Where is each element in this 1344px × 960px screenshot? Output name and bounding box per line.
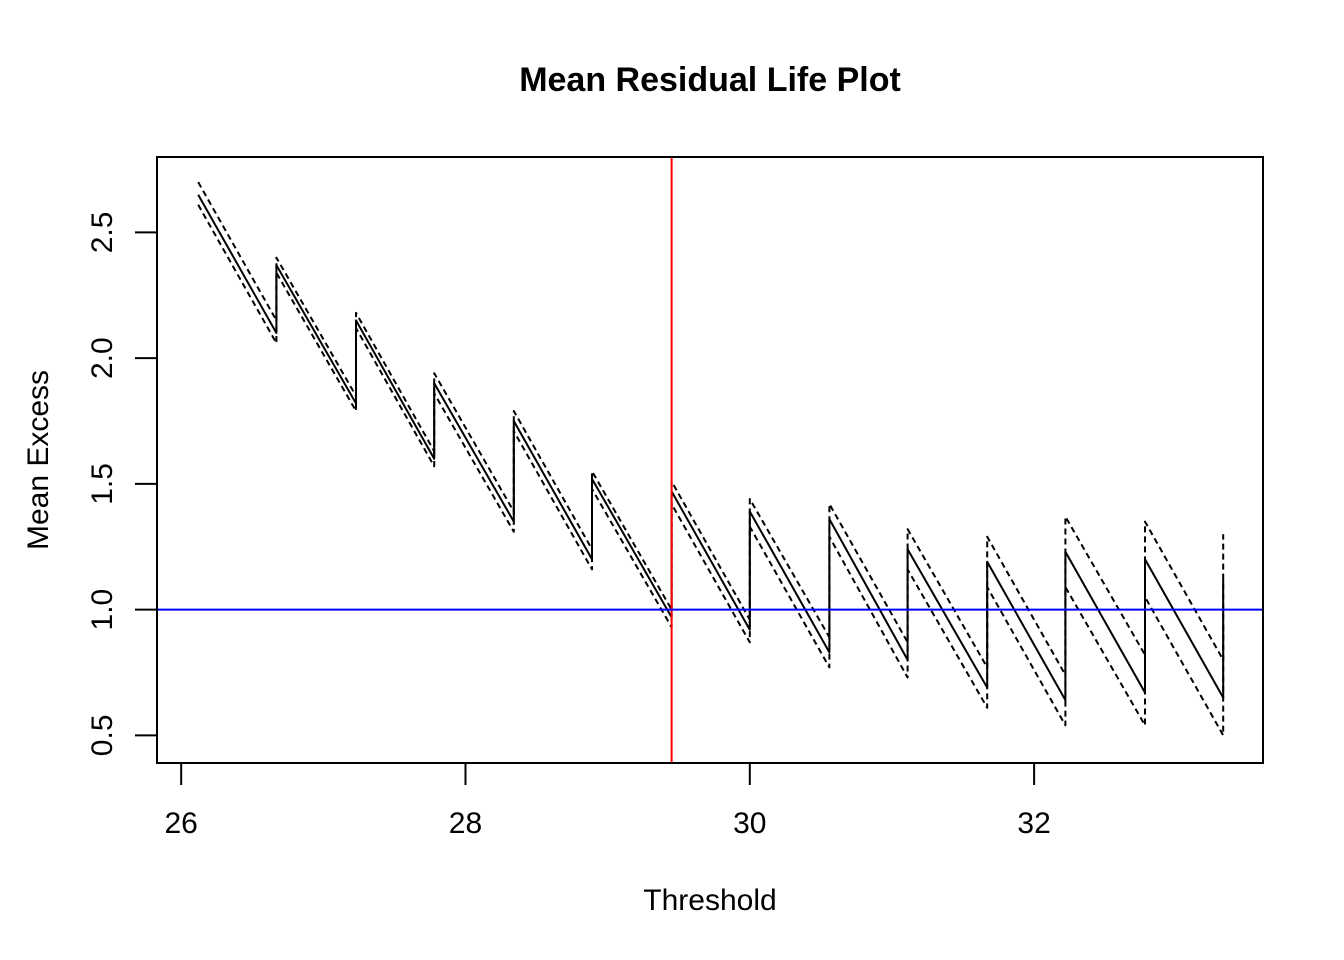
- series-line-mean-excess: [197, 194, 1225, 702]
- chart-title: Mean Residual Life Plot: [519, 61, 901, 99]
- x-tick-label: 32: [1017, 807, 1050, 840]
- plot-area: [157, 157, 1263, 763]
- series-line-upper-confidence-bound: [197, 181, 1225, 676]
- y-tick-label: 1.0: [86, 589, 119, 631]
- y-tick-label: 2.0: [86, 337, 119, 379]
- x-tick-label: 28: [449, 807, 482, 840]
- y-axis: 0.5 1.0 1.5 2.0 2.5: [86, 212, 158, 756]
- plot-frame: [156, 156, 1264, 764]
- x-axis-label: Threshold: [643, 884, 776, 917]
- y-tick-label: 1.5: [86, 463, 119, 505]
- y-axis-label: Mean Excess: [22, 370, 55, 550]
- y-tick-label: 2.5: [86, 212, 119, 254]
- x-tick-label: 26: [164, 807, 197, 840]
- x-tick-label: 30: [733, 807, 766, 840]
- x-axis: 26 28 30 32: [164, 762, 1051, 840]
- y-tick-label: 0.5: [86, 714, 119, 756]
- series-line-lower-confidence-bound: [197, 204, 1225, 737]
